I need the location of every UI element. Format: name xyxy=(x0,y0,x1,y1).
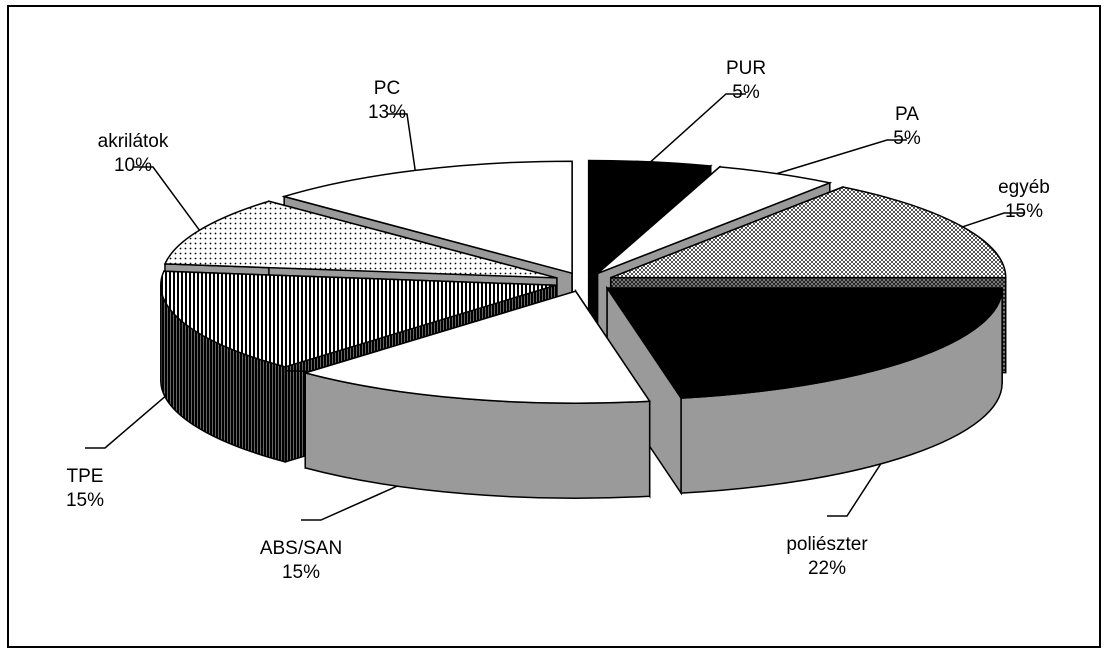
slice-label-pa: PA xyxy=(895,104,919,125)
slice-value-akril-tok: 10% xyxy=(114,155,152,176)
slice-value-pur: 5% xyxy=(732,82,760,103)
leader-line-egy-b xyxy=(962,212,1024,228)
slice-value-pc: 13% xyxy=(368,102,406,123)
slice-value-abs-san: 15% xyxy=(282,562,320,583)
slice-value-pa: 5% xyxy=(893,128,921,149)
slice-label-abs-san: ABS/SAN xyxy=(260,538,342,559)
slice-value-egy-b: 15% xyxy=(1005,201,1043,222)
slice-label-akril-tok: akrilátok xyxy=(98,131,169,152)
pie-slices xyxy=(160,159,1007,499)
pie-chart-svg: PUR 5% PA 5% egyéb 15% poliészter 22% ABS/SAN 15%… xyxy=(66,58,1050,583)
slice-value-poli-szter: 22% xyxy=(808,558,846,579)
slice-label-pc: PC xyxy=(374,78,400,99)
pie-slice-poli-szter xyxy=(605,285,1003,496)
pie-slice-abs-san xyxy=(302,288,652,499)
slice-label-poli-szter: poliészter xyxy=(786,534,868,555)
leader-line-akril-tok xyxy=(133,166,201,231)
chart-frame: PUR 5% PA 5% egyéb 15% poliészter 22% ABS/SAN 15%… xyxy=(7,5,1101,648)
leader-line-pur xyxy=(649,93,746,163)
slice-label-tpe: TPE xyxy=(67,466,104,487)
leader-line-pc xyxy=(387,113,416,171)
slice-value-tpe: 15% xyxy=(66,490,104,511)
leader-line-pa xyxy=(776,139,907,175)
slice-labels: PUR 5% PA 5% egyéb 15% poliészter 22% ABS/SAN 15%… xyxy=(66,58,1050,583)
slice-label-egy-b: egyéb xyxy=(998,177,1050,198)
leader-line-tpe xyxy=(85,379,185,449)
slice-label-pur: PUR xyxy=(726,58,766,79)
